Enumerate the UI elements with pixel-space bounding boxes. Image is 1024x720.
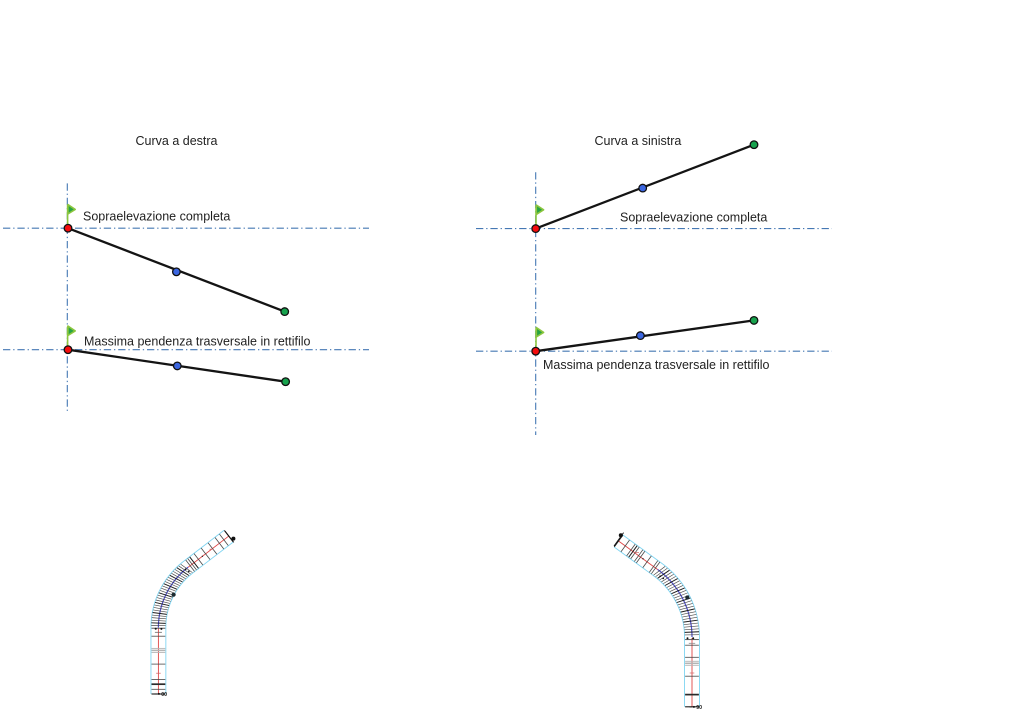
svg-text:Sopraelevazione completa: Sopraelevazione completa bbox=[620, 211, 767, 225]
svg-text:00: 00 bbox=[161, 692, 167, 698]
svg-text:Massima pendenza trasversale i: Massima pendenza trasversale in rettifil… bbox=[84, 334, 311, 348]
svg-text:90: 90 bbox=[696, 705, 702, 711]
svg-text:Curva a destra: Curva a destra bbox=[136, 134, 218, 148]
svg-text:Sopraelevazione completa: Sopraelevazione completa bbox=[83, 210, 230, 224]
svg-text:Curva a sinistra: Curva a sinistra bbox=[595, 134, 682, 148]
svg-text:Massima pendenza trasversale i: Massima pendenza trasversale in rettifil… bbox=[543, 358, 770, 372]
